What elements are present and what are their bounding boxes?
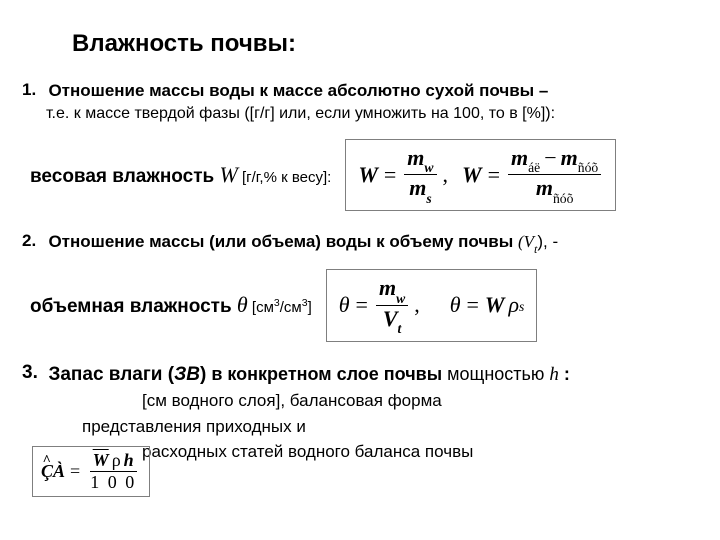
f1-mw: m	[407, 145, 424, 170]
item-3-h: h	[549, 364, 559, 385]
f3-100: 1 0 0	[87, 472, 139, 492]
f2-eq: =	[356, 292, 368, 318]
item-1-term: весовая влажность	[30, 166, 219, 187]
item-3-formula-box: ÇÀ = Wρh 1 0 0	[32, 446, 150, 497]
f1-mnoo1: m	[561, 145, 578, 170]
item-2-row: объемная влажность θ [см3/см3] θ = mw Vt…	[30, 269, 698, 341]
f3-zh: Ç	[41, 461, 53, 482]
f3-h: h	[124, 450, 134, 470]
f3-eq: =	[70, 461, 80, 482]
item-2-um: /см	[280, 299, 302, 316]
f1-mae-sub: áë	[528, 160, 540, 175]
f2-rho: ρ	[508, 292, 519, 318]
item-2-number: 2.	[22, 231, 44, 251]
item-1-row: весовая влажность W [г/г,% к весу]: W = …	[30, 139, 698, 211]
f1-mnoo2-sub: ñóõ	[553, 191, 573, 206]
f1-eq: =	[384, 162, 396, 188]
item-1: 1. Отношение массы воды к массе абсолютн…	[22, 80, 698, 125]
f1-W: W	[358, 162, 378, 188]
item-1-unit: [г/г,% к весу]:	[238, 169, 332, 186]
item-2-eq: θ = mw Vt , θ = W ρs	[339, 276, 525, 334]
f2-rho-sub: s	[519, 299, 524, 315]
item-2-vt-sub: t	[534, 242, 537, 256]
item-1-number: 1.	[22, 80, 44, 100]
f1-mnoo1-sub: ñóõ	[578, 160, 598, 175]
f3-W: W	[93, 450, 109, 470]
f2-mw-sub: w	[396, 291, 405, 306]
f1-mnoo2: m	[536, 175, 553, 200]
f1-eq2: =	[488, 162, 500, 188]
item-3-l1a: Запас влаги (	[48, 364, 174, 385]
f2-Vt-sub: t	[398, 321, 402, 336]
item-2-ua: [см	[248, 299, 274, 316]
item-3-zv: ЗВ	[174, 364, 200, 385]
f3-rho: ρ	[112, 450, 121, 470]
item-3-ind2: представления приходных и	[82, 414, 698, 440]
f2-th: θ	[339, 292, 350, 318]
item-1-line2: т.е. к массе твердой фазы ([г/г] или, ес…	[46, 103, 698, 125]
item-2-var: θ	[237, 292, 248, 317]
item-2-line1b: ), -	[537, 232, 558, 251]
f2-eq2: =	[467, 292, 479, 318]
item-1-formula-box: W = mw ms , W = máë−mñóõ mñóõ	[345, 139, 616, 211]
item-2: 2. Отношение массы (или объема) воды к о…	[22, 231, 698, 255]
f2-mw: m	[379, 275, 396, 300]
f2-W: W	[485, 292, 505, 318]
f1-comma: ,	[443, 162, 449, 188]
item-1-var: W	[219, 162, 237, 187]
item-3-l1c: в конкретном слое почвы	[206, 364, 447, 384]
item-3-ind3: расходных статей водного баланса почвы	[142, 439, 698, 465]
item-1-eq1: W = mw ms , W = máë−mñóõ mñóõ	[358, 146, 603, 204]
item-2-term: объемная влажность	[30, 296, 237, 317]
f3-line1: ÇÀ = Wρh 1 0 0	[41, 451, 141, 492]
item-2-vt: (V	[518, 232, 534, 251]
f1-W2: W	[462, 162, 482, 188]
f2-comma: ,	[414, 292, 420, 318]
item-3-ind1: [см водного слоя], балансовая форма	[142, 388, 698, 414]
item-2-ub: ]	[308, 299, 312, 316]
f1-ms-sub: s	[426, 191, 431, 206]
f1-mae: m	[511, 145, 528, 170]
item-3-number: 3.	[22, 362, 44, 384]
f2-th2: θ	[450, 292, 461, 318]
item-2-line1a: Отношение массы (или объема) воды к объе…	[48, 232, 518, 251]
item-1-line1: Отношение массы воды к массе абсолютно с…	[48, 81, 548, 100]
f2-Vt: V	[383, 306, 398, 331]
f3-A: À	[53, 461, 65, 482]
item-3-box-wrap: ÇÀ = Wρh 1 0 0	[32, 446, 150, 497]
f1-ms: m	[409, 175, 426, 200]
item-3-l1d: мощностью	[447, 364, 549, 384]
f1-mw-sub: w	[424, 160, 433, 175]
item-2-formula-box: θ = mw Vt , θ = W ρs	[326, 269, 538, 341]
item-3-l1e: :	[559, 364, 570, 384]
page-title: Влажность почвы:	[72, 30, 698, 58]
